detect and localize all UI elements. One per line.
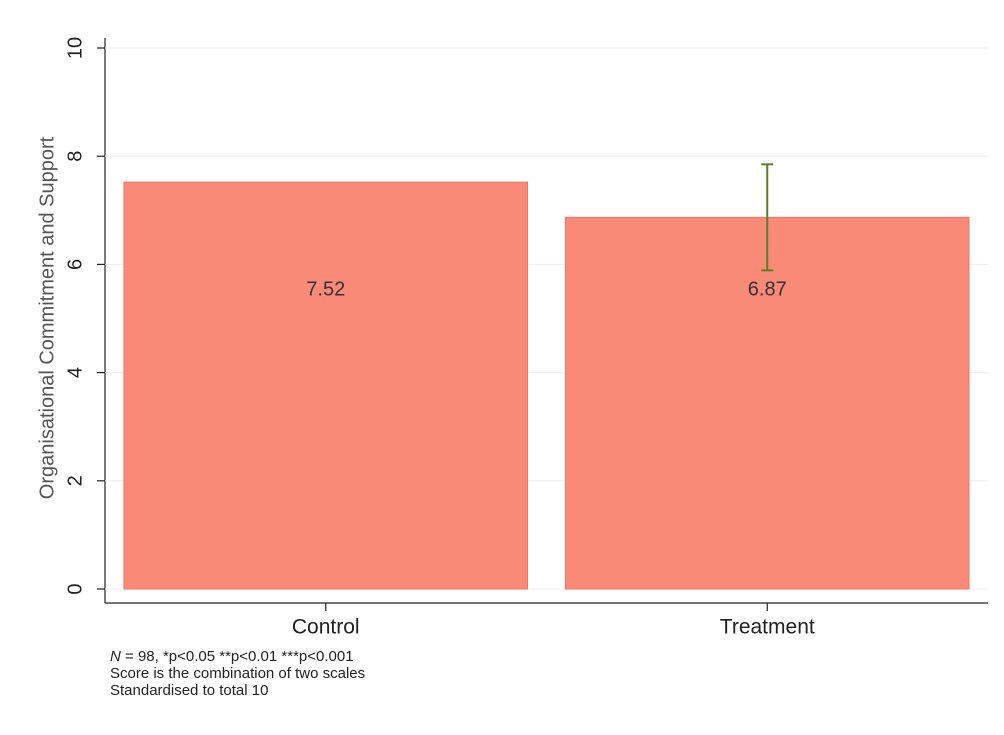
note: N = 98, *p<0.05 **p<0.01 ***p<0.001 bbox=[110, 648, 354, 665]
value-label: 6.87 bbox=[748, 278, 787, 300]
notes: N = 98, *p<0.05 **p<0.01 ***p<0.001 Score… bbox=[110, 648, 365, 699]
x-tick-label: Treatment bbox=[720, 616, 815, 639]
note: Standardised to total 10 bbox=[110, 682, 269, 699]
y-tick-label: 0 bbox=[64, 583, 86, 594]
value-label: 7.52 bbox=[306, 278, 345, 300]
y-tick-label: 6 bbox=[64, 259, 86, 270]
note: Score is the combination of two scales bbox=[110, 665, 366, 682]
y-tick-label: 8 bbox=[64, 151, 86, 162]
x-tick-label: Control bbox=[292, 616, 360, 639]
y-axis-label: Organisational Commitment and Support bbox=[36, 136, 58, 499]
bar bbox=[564, 216, 970, 590]
y-tick-label: 2 bbox=[64, 475, 86, 486]
y-tick-label: 4 bbox=[64, 367, 86, 378]
bar bbox=[123, 181, 529, 590]
y-tick-label: 10 bbox=[64, 37, 86, 59]
